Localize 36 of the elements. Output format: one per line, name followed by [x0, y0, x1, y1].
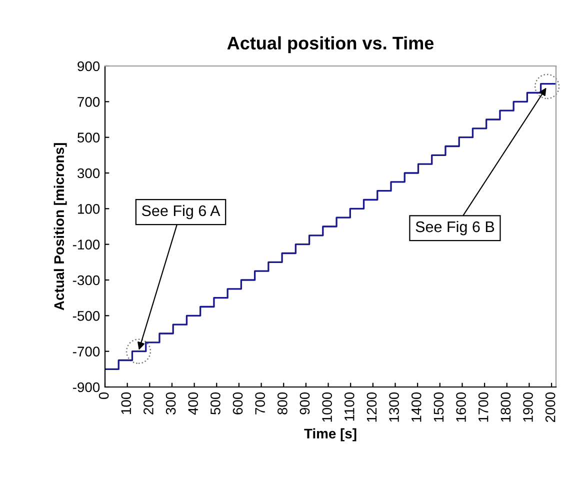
x-tick-label: 1600 [456, 392, 466, 422]
x-tick-label: 800 [278, 392, 288, 414]
x-tick-label: 700 [255, 392, 266, 414]
x-tick-label: 200 [144, 392, 154, 414]
x-tick-label: 100 [121, 392, 132, 414]
y-tick-label: 100 [78, 204, 100, 214]
annotation: See Fig 6 B [416, 220, 494, 236]
x-tick-label: 600 [232, 392, 243, 414]
x-tick-label: 900 [300, 392, 310, 414]
x-tick-label: 1900 [523, 392, 533, 422]
x-tick-label: 1000 [322, 392, 332, 422]
x-tick-label: 1700 [478, 392, 488, 422]
x-tick-label: 0 [98, 392, 109, 400]
x-tick-label: 1400 [411, 392, 422, 422]
x-tick-label: 1300 [389, 392, 399, 422]
y-tick-label: 900 [78, 61, 100, 72]
chart-title: Actual position vs. Time [227, 36, 434, 54]
x-tick-label: 1200 [366, 392, 377, 422]
x-tick-label: 400 [188, 392, 198, 415]
x-tick-label: 2000 [545, 392, 556, 422]
y-tick-label: 700 [78, 97, 100, 107]
y-tick-label: -300 [72, 275, 100, 286]
x-tick-label: 1500 [434, 392, 444, 422]
x-tick-label: 1100 [344, 392, 354, 421]
x-tick-label: 300 [166, 392, 176, 414]
y-tick-label: -500 [72, 311, 100, 321]
annotation: See Fig 6 A [142, 204, 220, 220]
y-tick-label: 500 [78, 132, 100, 143]
y-axis-title: Actual Position [microns] [54, 143, 67, 310]
x-tick-label: 500 [210, 392, 220, 414]
y-tick-label: -900 [72, 382, 100, 392]
x-axis-title: Time [s] [304, 428, 356, 442]
y-tick-label: 300 [78, 168, 100, 178]
y-tick-label: -100 [72, 240, 100, 250]
y-tick-label: -700 [72, 346, 100, 357]
x-tick-label: 1800 [500, 392, 511, 422]
